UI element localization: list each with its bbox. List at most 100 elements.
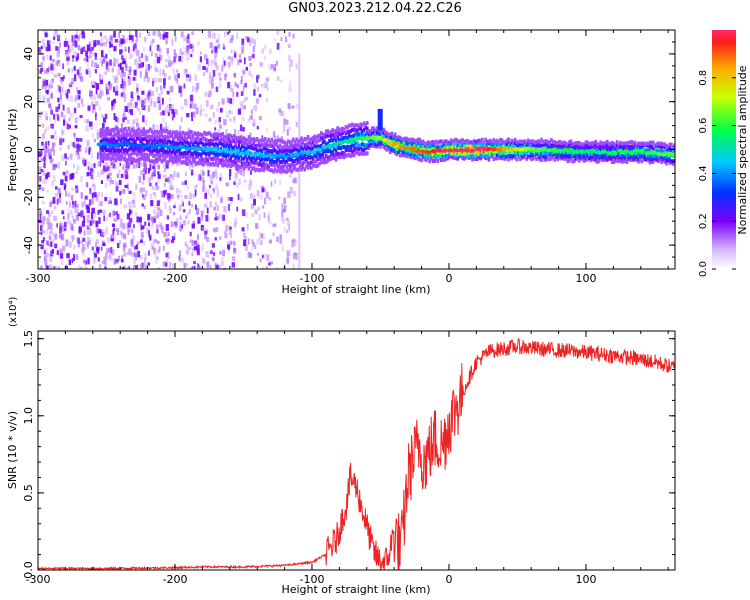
spectrogram-cell bbox=[431, 140, 435, 144]
spectrogram-cell bbox=[622, 154, 625, 159]
spectrogram-cell bbox=[530, 139, 533, 144]
noise-cell bbox=[268, 197, 272, 201]
noise-cell bbox=[214, 127, 217, 131]
spectrogram-cell bbox=[466, 138, 469, 143]
spectrogram-cell bbox=[224, 143, 228, 148]
spectrogram-cell bbox=[176, 136, 180, 141]
noise-cell bbox=[156, 256, 159, 260]
spectrogram-cell bbox=[533, 155, 537, 160]
spectrogram-cell bbox=[157, 149, 160, 154]
noise-cell bbox=[262, 187, 265, 192]
spectrogram-cell bbox=[324, 153, 328, 158]
spectrogram-cell bbox=[101, 144, 104, 149]
noise-cell bbox=[61, 225, 65, 232]
spectrogram-cell bbox=[117, 156, 121, 161]
noise-cell bbox=[85, 260, 88, 265]
spectrogram-cell bbox=[629, 155, 632, 160]
spectrogram-cell bbox=[145, 146, 149, 151]
spectrogram-cell bbox=[400, 139, 404, 144]
spectrogram-cell bbox=[522, 154, 525, 158]
spectrogram-cell bbox=[344, 131, 348, 136]
noise-cell bbox=[92, 59, 94, 65]
spectrogram-cell bbox=[589, 145, 593, 149]
spectrogram-cell bbox=[173, 141, 177, 146]
noise-cell bbox=[219, 125, 222, 129]
spectrogram-cell bbox=[359, 145, 362, 150]
noise-cell bbox=[158, 103, 162, 111]
noise-cell bbox=[86, 183, 89, 187]
noise-cell bbox=[122, 166, 124, 170]
noise-cell bbox=[185, 215, 188, 219]
noise-cell bbox=[89, 172, 92, 176]
ridge-point bbox=[326, 143, 333, 148]
noise-cell bbox=[229, 58, 233, 65]
spectrogram-cell bbox=[435, 153, 438, 158]
spectrogram-cell bbox=[252, 140, 256, 145]
spectrogram-cell bbox=[242, 149, 246, 154]
spectrogram-cell bbox=[507, 140, 510, 145]
spectrogram-cell bbox=[303, 167, 307, 172]
spectrogram-cell bbox=[546, 143, 550, 148]
ridge-point bbox=[299, 150, 306, 155]
spectrogram-cell bbox=[219, 132, 223, 137]
noise-cell bbox=[102, 157, 105, 164]
spectrogram-cell bbox=[656, 143, 660, 148]
noise-cell bbox=[157, 30, 160, 37]
spectrogram-cell bbox=[499, 156, 502, 160]
spectrogram-cell bbox=[150, 129, 154, 134]
noise-cell bbox=[86, 44, 91, 52]
spectrogram-cell bbox=[326, 141, 330, 146]
spectrogram-cell bbox=[500, 141, 504, 146]
noise-cell bbox=[210, 104, 214, 110]
spectrogram-cell bbox=[354, 123, 357, 128]
spectrogram-cell bbox=[487, 144, 491, 149]
noise-cell bbox=[264, 197, 267, 205]
noise-cell bbox=[95, 112, 97, 117]
spectrogram-cell bbox=[149, 159, 152, 164]
spectrogram-cell bbox=[155, 140, 159, 145]
noise-cell bbox=[84, 267, 88, 269]
spectrogram-cell bbox=[255, 160, 259, 165]
spectrogram-cell bbox=[201, 142, 205, 147]
noise-cell bbox=[239, 197, 243, 202]
noise-cell bbox=[244, 57, 246, 65]
noise-cell bbox=[95, 194, 99, 202]
spectrogram-cell bbox=[604, 155, 607, 160]
noise-cell bbox=[268, 63, 272, 71]
noise-cell bbox=[100, 200, 103, 206]
spectrogram-cell bbox=[660, 160, 663, 164]
noise-cell bbox=[126, 37, 129, 43]
spectrogram-cell bbox=[486, 155, 489, 160]
noise-cell bbox=[108, 172, 112, 176]
noise-cell bbox=[105, 216, 109, 222]
spectrogram-cell bbox=[221, 137, 224, 142]
noise-cell bbox=[46, 217, 50, 225]
spectrogram-cell bbox=[364, 146, 367, 151]
noise-cell bbox=[261, 205, 265, 209]
noise-cell bbox=[157, 240, 160, 245]
spectrogram-cell bbox=[254, 158, 257, 163]
ridge-point bbox=[140, 144, 147, 149]
noise-cell bbox=[236, 206, 239, 212]
spectrogram-cell bbox=[339, 146, 343, 151]
noise-cell bbox=[67, 206, 70, 213]
noise-cell bbox=[174, 36, 177, 42]
noise-cell bbox=[44, 247, 48, 255]
noise-cell bbox=[126, 119, 129, 124]
noise-cell bbox=[59, 100, 63, 106]
ridge-point bbox=[573, 149, 580, 154]
ridge-point bbox=[184, 146, 191, 151]
spectrogram-cell bbox=[234, 163, 237, 168]
noise-cell bbox=[194, 74, 198, 81]
spectrogram-cell bbox=[415, 145, 418, 150]
noise-cell bbox=[108, 81, 111, 86]
spectrogram-cell bbox=[306, 155, 310, 159]
spectrogram-cell bbox=[282, 164, 285, 169]
spectrogram-cell bbox=[599, 154, 602, 159]
spectrogram-cell bbox=[510, 144, 514, 149]
noise-cell bbox=[76, 87, 79, 93]
noise-cell bbox=[180, 199, 184, 205]
noise-cell bbox=[100, 246, 103, 251]
noise-cell bbox=[188, 246, 192, 251]
noise-cell bbox=[241, 227, 245, 232]
